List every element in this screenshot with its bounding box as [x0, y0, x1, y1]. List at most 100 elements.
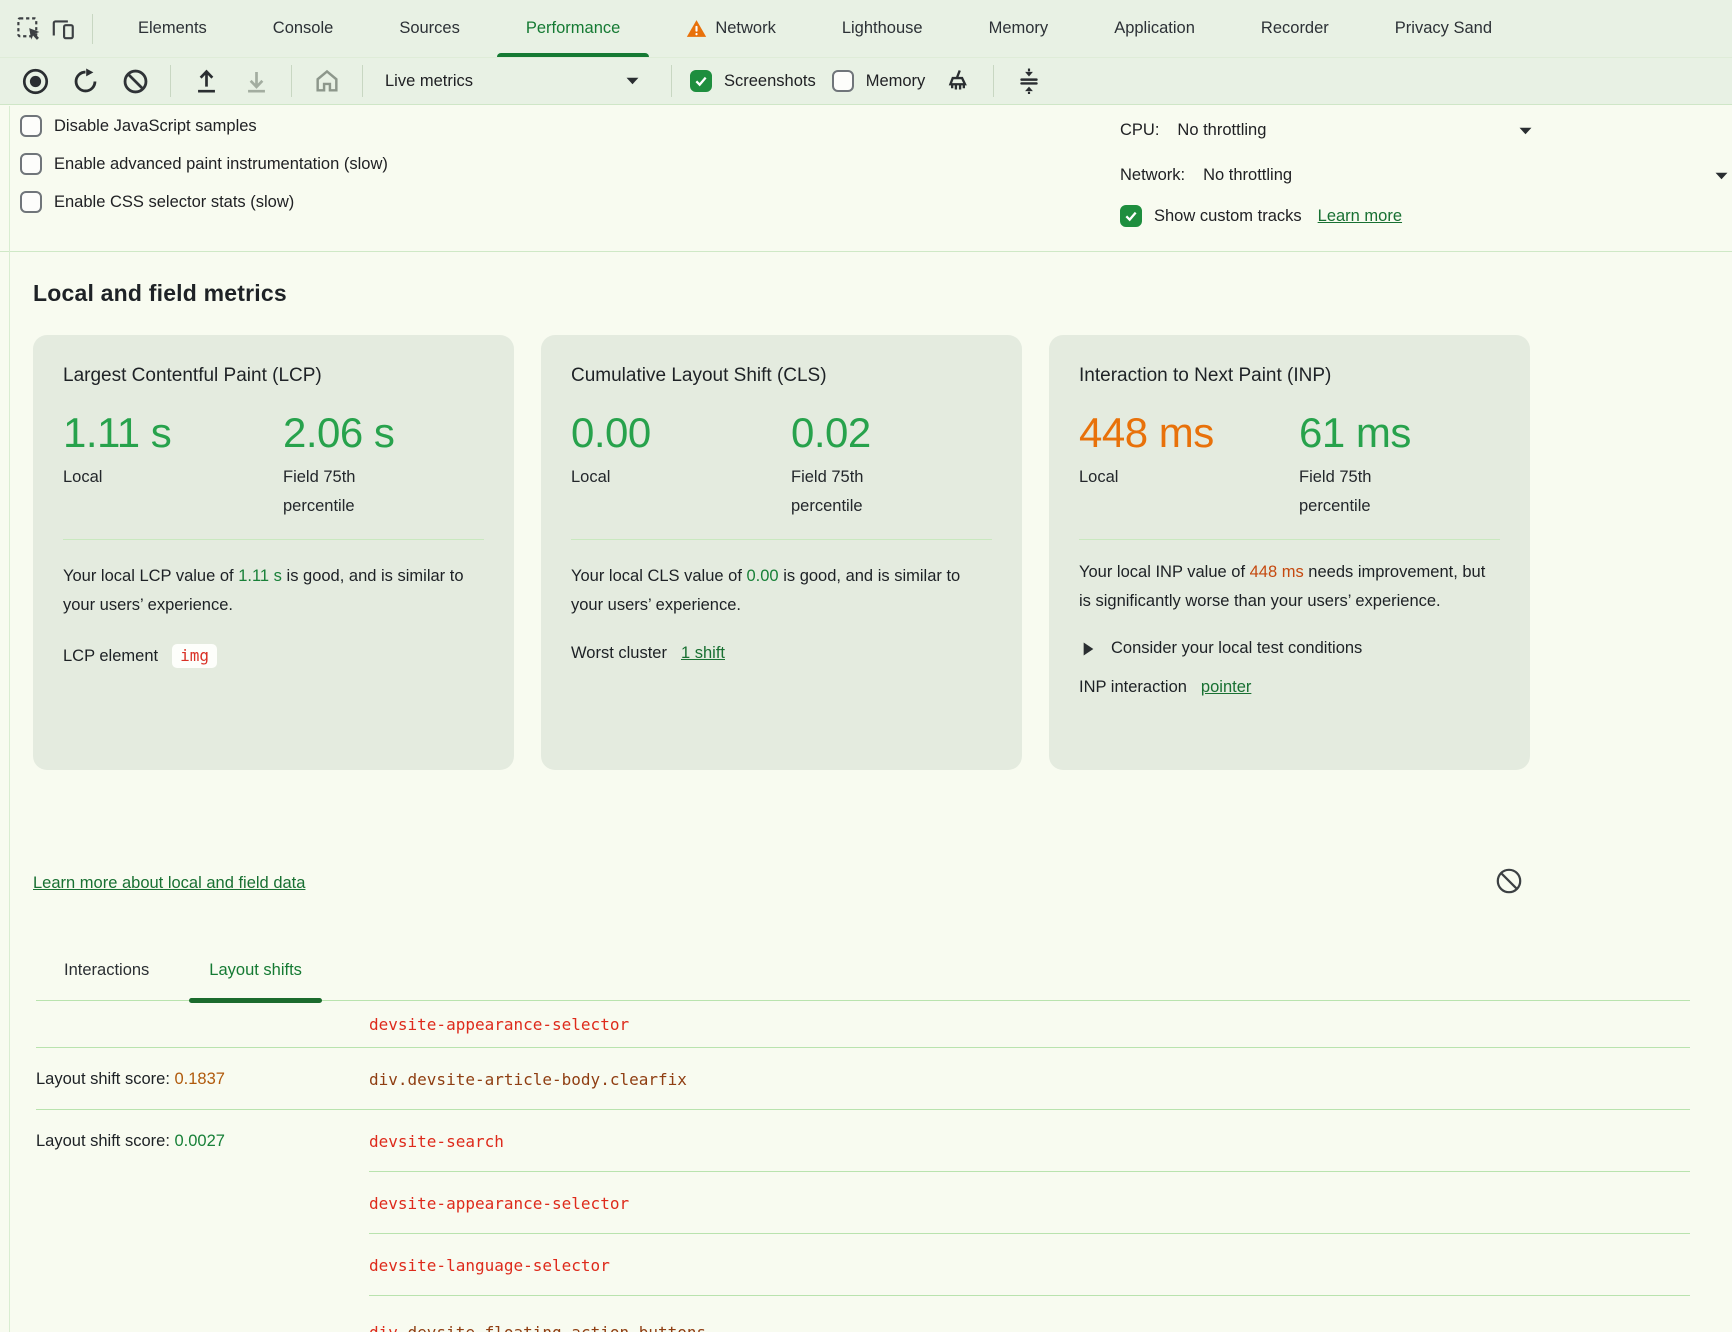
tab-label: Performance: [525, 19, 621, 37]
divider: [170, 65, 171, 97]
card-divider: [1079, 539, 1500, 541]
node-link[interactable]: devsite-search: [369, 1131, 504, 1151]
panel-mode-select[interactable]: Live metrics: [381, 72, 653, 91]
tab-interactions[interactable]: Interactions: [44, 940, 169, 1001]
chevron-down-icon: [626, 77, 639, 85]
tab-console[interactable]: Console: [240, 0, 367, 57]
screenshots-checkbox[interactable]: [690, 70, 712, 92]
consider-conditions-toggle[interactable]: Consider your local test conditions: [1079, 639, 1500, 658]
home-icon: [313, 67, 341, 95]
show-custom-tracks-checkbox[interactable]: [1120, 205, 1142, 227]
card-divider: [63, 539, 484, 541]
card-inp: Interaction to Next Paint (INP) 448 ms L…: [1049, 335, 1530, 770]
screenshots-toggle[interactable]: Screenshots: [690, 70, 816, 92]
node-link[interactable]: div.devsite-article-body.clearfix: [369, 1069, 687, 1089]
local-label: Local: [63, 468, 103, 487]
card-lcp: Largest Contentful Paint (LCP) 1.11 s Lo…: [33, 335, 514, 770]
tab-lighthouse[interactable]: Lighthouse: [809, 0, 956, 57]
tab-elements[interactable]: Elements: [105, 0, 240, 57]
show-custom-tracks-toggle[interactable]: Show custom tracks Learn more: [1120, 205, 1724, 227]
css-selector-stats-checkbox[interactable]: [20, 191, 42, 213]
cpu-throttle-select[interactable]: CPU: No throttling: [1120, 115, 1532, 146]
tab-label: Sources: [399, 19, 460, 37]
local-value: 448 ms: [1079, 409, 1214, 456]
memory-toggle[interactable]: Memory: [831, 70, 926, 92]
save-profile-button[interactable]: [239, 64, 273, 98]
clear-button[interactable]: [118, 64, 152, 98]
chevron-down-icon: [1715, 172, 1728, 180]
table-row[interactable]: Layout shift score: 0.1837 div.devsite-a…: [36, 1048, 1690, 1110]
disclosure-triangle-icon: [1083, 642, 1094, 656]
screenshots-label: Screenshots: [724, 71, 816, 90]
field-value: 2.06 s: [283, 409, 395, 456]
device-toolbar-icon: [50, 16, 76, 42]
lcp-element-label: LCP element: [63, 646, 159, 665]
panel-left-edge: [9, 106, 10, 1332]
lcp-element-node-link[interactable]: img: [172, 644, 217, 669]
device-toolbar-button[interactable]: [46, 12, 80, 46]
memory-label: Memory: [865, 71, 926, 90]
advanced-paint-toggle[interactable]: Enable advanced paint instrumentation (s…: [20, 153, 388, 175]
disable-js-samples-checkbox[interactable]: [20, 115, 42, 137]
table-row[interactable]: devsite-language-selector: [36, 1234, 1690, 1296]
live-metrics-view: Local and field metrics Largest Contentf…: [0, 252, 1732, 1332]
page-title: Local and field metrics: [33, 280, 287, 306]
tab-memory[interactable]: Memory: [956, 0, 1082, 57]
divider: [291, 65, 292, 97]
metric-description: Your local LCP value of 1.11 s is good, …: [63, 567, 464, 615]
tab-application[interactable]: Application: [1081, 0, 1228, 57]
gc-brush-icon: [944, 67, 972, 95]
node-link[interactable]: devsite-language-selector: [369, 1255, 610, 1275]
table-row[interactable]: div.devsite-floating-action-buttons: [36, 1296, 1690, 1332]
upload-icon: [193, 68, 220, 95]
tab-label: Application: [1114, 19, 1195, 37]
worst-cluster-label: Worst cluster: [571, 644, 667, 663]
network-throttle-select[interactable]: Network: No throttling: [1120, 160, 1728, 191]
inspect-element-button[interactable]: [12, 12, 46, 46]
node-link[interactable]: devsite-appearance-selector: [369, 1015, 630, 1034]
node-link[interactable]: devsite-appearance-selector: [369, 1193, 630, 1213]
divider: [362, 65, 363, 97]
collect-garbage-button[interactable]: [941, 64, 975, 98]
css-selector-stats-toggle[interactable]: Enable CSS selector stats (slow): [20, 191, 388, 213]
metric-description: Your local INP value of 448 ms needs imp…: [1079, 563, 1486, 610]
field-value: 0.02: [791, 409, 871, 456]
inspect-cursor-icon: [16, 16, 42, 42]
record-icon: [22, 68, 49, 95]
field-label: Field 75th percentile: [283, 468, 356, 516]
tab-network[interactable]: Network: [653, 0, 809, 57]
tab-sources[interactable]: Sources: [366, 0, 493, 57]
load-profile-button[interactable]: [189, 64, 223, 98]
custom-tracks-learn-more-link[interactable]: Learn more: [1317, 206, 1403, 225]
tab-layout-shifts[interactable]: Layout shifts: [189, 940, 322, 1003]
reload-icon: [72, 67, 99, 95]
memory-checkbox[interactable]: [831, 70, 854, 92]
divider: [671, 65, 672, 97]
worst-cluster-link[interactable]: 1 shift: [680, 644, 725, 663]
download-icon: [243, 68, 270, 95]
table-row[interactable]: devsite-appearance-selector: [36, 1001, 1690, 1048]
inp-interaction-label: INP interaction: [1079, 678, 1187, 697]
inp-interaction-link[interactable]: pointer: [1200, 678, 1252, 697]
table-row[interactable]: Layout shift score: 0.0027 devsite-searc…: [36, 1110, 1690, 1172]
clear-log-button[interactable]: [1494, 866, 1524, 896]
capture-settings-pane: Disable JavaScript samples Enable advanc…: [0, 106, 1732, 252]
table-row[interactable]: devsite-appearance-selector: [36, 1172, 1690, 1234]
collapse-panel-button[interactable]: [1012, 64, 1046, 98]
divider: [993, 65, 995, 97]
tab-performance[interactable]: Performance: [493, 0, 653, 57]
local-value: 1.11 s: [63, 409, 172, 456]
field-value: 61 ms: [1299, 409, 1411, 456]
record-button[interactable]: [18, 64, 52, 98]
home-button[interactable]: [310, 64, 344, 98]
advanced-paint-checkbox[interactable]: [20, 153, 42, 175]
node-link[interactable]: div.devsite-floating-action-buttons: [369, 1322, 707, 1332]
record-and-reload-button[interactable]: [68, 64, 102, 98]
tab-label: Interactions: [64, 960, 150, 979]
learn-more-local-field-link[interactable]: Learn more about local and field data: [33, 874, 306, 892]
tab-recorder[interactable]: Recorder: [1228, 0, 1362, 57]
tab-label: Network: [715, 19, 776, 37]
disable-js-samples-toggle[interactable]: Disable JavaScript samples: [20, 115, 388, 137]
tab-label: Lighthouse: [841, 19, 923, 37]
tab-privacy-sandbox[interactable]: Privacy Sand: [1362, 0, 1525, 57]
